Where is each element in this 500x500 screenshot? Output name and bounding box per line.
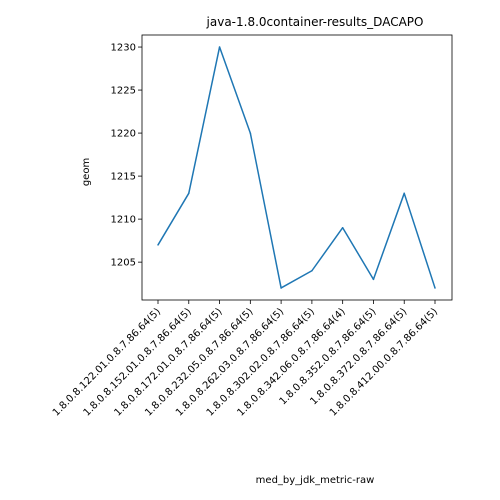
plot-area: 1205 1210 1215 1220 1225 1230 1.8.0.8.122.01.0… xyxy=(51,34,453,419)
plot-frame xyxy=(141,34,453,301)
data-point-3 xyxy=(249,132,252,134)
data-point-8 xyxy=(403,192,405,195)
y-tick-label-2: 1215 xyxy=(111,172,136,183)
chart-title: java-1.8.0container-results_DACAPO xyxy=(206,15,424,29)
x-axis-title: med_by_jdk_metric-raw xyxy=(256,475,375,486)
data-point-0 xyxy=(157,244,159,246)
data-point-4 xyxy=(280,287,282,289)
data-point-1 xyxy=(188,192,190,195)
y-axis-title: geom xyxy=(81,158,92,186)
data-point-5 xyxy=(311,269,313,272)
data-point-9 xyxy=(434,287,436,289)
data-point-7 xyxy=(372,278,375,281)
y-tick-label-3: 1220 xyxy=(111,129,136,140)
data-point-2 xyxy=(218,46,221,48)
y-tick-label-4: 1225 xyxy=(111,86,136,97)
y-tick-label-0: 1205 xyxy=(111,258,136,269)
data-point-6 xyxy=(341,226,344,229)
x-tick-label-0: 1.8.0.8.122.01.0.8.7.86.64(5) xyxy=(51,306,163,418)
y-tick-label-1: 1210 xyxy=(111,215,136,226)
y-tick-label-5: 1230 xyxy=(111,43,136,54)
series-line xyxy=(157,46,436,289)
